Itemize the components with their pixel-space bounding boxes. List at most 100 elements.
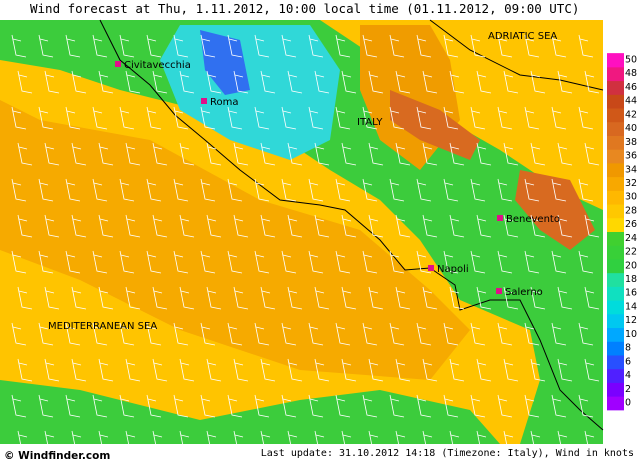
wind-barb: [260, 214, 276, 238]
wind-barb: [524, 322, 540, 346]
wind-barb: [228, 110, 238, 114]
wind-barb: [531, 290, 541, 294]
wind-barb: [200, 178, 216, 202]
legend-band: [607, 94, 624, 109]
wind-barb: [146, 394, 162, 418]
wind-barb: [368, 214, 384, 238]
wind-barb: [254, 322, 270, 346]
legend-tick-label: 18: [625, 274, 637, 285]
legend-tick-label: 48: [625, 68, 637, 79]
wind-barb: [11, 34, 27, 58]
wind-barb: [45, 146, 55, 150]
wind-barb: [443, 34, 459, 58]
wind-barb: [530, 358, 546, 382]
wind-barb: [282, 326, 292, 330]
wind-barb: [368, 430, 384, 454]
wind-barb: [584, 430, 600, 454]
legend-band: [607, 354, 624, 370]
wind-barb: [152, 286, 168, 310]
wind-barb: [282, 110, 292, 114]
wind-barb: [39, 398, 49, 402]
wind-barb: [288, 290, 298, 294]
wind-barb: [120, 182, 130, 186]
region-label: ADRIATIC SEA: [488, 31, 557, 42]
city-marker: [428, 265, 434, 271]
wind-barb: [255, 182, 265, 186]
region-label: MEDITERRANEAN SEA: [48, 321, 157, 332]
wind-barb: [416, 322, 432, 346]
wind-barb: [65, 178, 81, 202]
wind-barb: [557, 358, 573, 382]
wind-barb: [147, 38, 157, 42]
wind-barb: [416, 250, 432, 274]
legend-band: [607, 121, 624, 136]
wind-barb: [497, 34, 513, 58]
wind-barb: [287, 70, 303, 94]
wind-barb: [585, 362, 595, 366]
wind-barb: [336, 182, 346, 186]
wind-barb: [281, 34, 297, 58]
wind-barb: [120, 254, 130, 258]
wind-barb: [423, 218, 433, 222]
wind-barb: [18, 218, 28, 222]
wind-barb: [92, 34, 108, 58]
wind-barb: [369, 290, 379, 294]
wind-barb: [281, 394, 297, 418]
wind-barb: [362, 34, 378, 58]
wind-barb: [342, 146, 352, 150]
wind-barb: [551, 178, 567, 202]
wind-barb: [504, 218, 514, 222]
wind-barb: [71, 286, 87, 310]
wind-barb: [260, 430, 276, 454]
wind-barb: [395, 358, 411, 382]
wind-barb: [233, 430, 249, 454]
wind-barb: [395, 430, 411, 454]
wind-barb: [288, 74, 298, 78]
wind-barb: [72, 74, 82, 78]
legend-tick-label: 42: [625, 109, 637, 120]
wind-barb: [578, 106, 594, 130]
wind-barb: [227, 178, 243, 202]
wind-barb: [335, 34, 351, 58]
wind-barb: [152, 358, 168, 382]
wind-barb: [498, 182, 508, 186]
wind-barb: [335, 250, 351, 274]
wind-barb: [228, 326, 238, 330]
wind-barb: [503, 358, 519, 382]
wind-barb: [288, 434, 298, 438]
wind-barb: [153, 362, 163, 366]
wind-barb: [423, 290, 433, 294]
wind-barb: [92, 106, 108, 130]
legend-band: [607, 108, 624, 123]
wind-barb: [255, 254, 265, 258]
wind-barb: [557, 286, 573, 310]
wind-barb: [578, 178, 594, 202]
wind-barb: [282, 38, 292, 42]
city-marker: [201, 98, 207, 104]
wind-barb: [147, 110, 157, 114]
wind-barb: [504, 362, 514, 366]
wind-barb: [288, 146, 298, 150]
wind-barb: [369, 146, 379, 150]
wind-barb: [498, 398, 508, 402]
wind-barb: [200, 250, 216, 274]
wind-barb: [119, 106, 135, 130]
legend-tick-label: 34: [625, 164, 637, 175]
wind-barb: [93, 326, 103, 330]
wind-barb: [44, 142, 60, 166]
wind-barb: [119, 178, 135, 202]
wind-barb: [578, 322, 594, 346]
wind-barb: [443, 250, 459, 274]
wind-barb: [450, 290, 460, 294]
wind-barb: [180, 74, 190, 78]
wind-barb: [525, 182, 535, 186]
wind-barb: [98, 70, 114, 94]
wind-barb: [93, 38, 103, 42]
wind-barb: [17, 286, 33, 310]
wind-barb: [180, 434, 190, 438]
wind-barb: [531, 74, 541, 78]
wind-barb: [503, 142, 519, 166]
wind-barb: [396, 362, 406, 366]
wind-barb: [125, 70, 141, 94]
wind-barb: [65, 250, 81, 274]
